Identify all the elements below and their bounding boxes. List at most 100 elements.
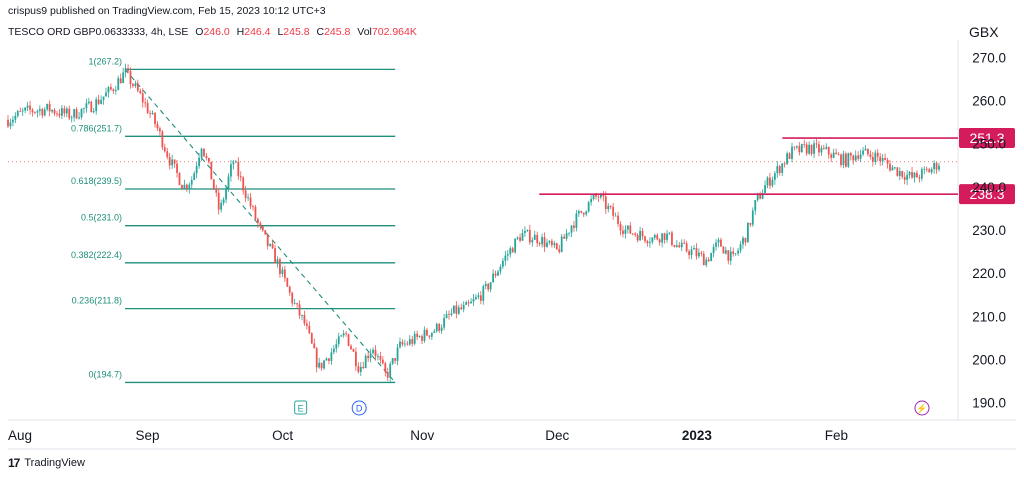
candle-body	[920, 169, 923, 179]
candle-body	[144, 102, 147, 104]
low-value: 245.8	[283, 26, 310, 38]
candle-body	[92, 111, 95, 113]
candle-body	[849, 153, 852, 156]
x-tick-label: Dec	[545, 428, 569, 443]
dividend-marker-icon[interactable]	[351, 400, 367, 416]
candle-body	[320, 362, 323, 369]
tradingview-logo-icon: 17	[8, 456, 20, 470]
horizontal-levels[interactable]: 251.3 238.3	[539, 128, 1015, 205]
candle-body	[443, 317, 445, 328]
price-axis[interactable]: 190.0 200.0 210.0 220.0 230.0 240.0 250.0 260.0…	[972, 50, 1006, 410]
candle-body	[808, 144, 811, 154]
candle-body	[102, 96, 105, 101]
candle-body	[778, 166, 781, 173]
candle-body	[212, 179, 215, 189]
news-marker-icon[interactable]	[914, 400, 930, 416]
level-price-tag[interactable]	[959, 184, 1015, 205]
candle-body	[908, 171, 911, 175]
candle-body	[271, 244, 274, 249]
candle-body	[465, 302, 468, 305]
candle-body	[220, 202, 223, 210]
candle-body	[568, 232, 570, 234]
candle-body	[749, 223, 752, 225]
candle-body	[110, 87, 112, 90]
candle-body	[53, 109, 56, 114]
x-tick-label: 2023	[682, 428, 713, 443]
candle-body	[528, 229, 531, 243]
candle-body	[367, 355, 370, 359]
candle-body	[406, 343, 409, 345]
candle-body	[227, 176, 230, 189]
candle-body	[279, 259, 281, 274]
candle-body	[788, 153, 791, 159]
candle-body	[649, 242, 651, 244]
candle-body	[575, 213, 578, 228]
level-price-tag[interactable]	[959, 128, 1015, 149]
candle-body	[141, 93, 144, 103]
symbol-description[interactable]: TESCO ORD GBP0.0633333, 4h, LSE	[8, 26, 189, 38]
candle-body	[541, 237, 543, 245]
candle-body	[210, 161, 213, 180]
candle-body	[646, 241, 649, 244]
fib-trend-line[interactable]	[124, 69, 396, 383]
candle-body	[163, 147, 166, 152]
candle-body	[41, 109, 44, 116]
candle-body	[438, 323, 441, 331]
x-tick-label: Feb	[825, 428, 848, 443]
earnings-marker-icon[interactable]	[294, 400, 308, 415]
level-price-label: 238.3	[969, 186, 1004, 202]
candle-body	[717, 239, 720, 243]
candle-body	[73, 109, 76, 118]
candle-body	[526, 229, 529, 231]
candle-body	[531, 239, 534, 243]
candle-body	[933, 162, 935, 170]
candle-body	[685, 243, 688, 252]
fibonacci-retracement[interactable]: 1(267.2) 0.786(251.7) 0.618(239.5) 0.5(231.…	[71, 56, 396, 384]
candlestick-series	[7, 63, 958, 382]
candle-body	[489, 282, 492, 290]
candle-body	[362, 366, 365, 369]
candle-body	[570, 225, 573, 233]
candle-body	[835, 152, 837, 155]
candle-body	[712, 246, 715, 254]
candle-body	[347, 334, 350, 346]
candle-body	[308, 325, 311, 334]
candle-body	[536, 234, 539, 244]
candle-body	[898, 171, 901, 176]
candle-body	[524, 230, 526, 233]
time-axis[interactable]: Aug Sep Oct Nov Dec 2023 Feb	[8, 428, 848, 443]
y-tick-label: 240.0	[972, 180, 1006, 195]
candle-body	[935, 162, 938, 170]
candle-body	[159, 128, 161, 132]
candle-body	[43, 109, 46, 116]
candle-body	[291, 292, 294, 304]
candle-body	[854, 155, 857, 161]
candle-body	[580, 210, 583, 213]
candle-body	[337, 336, 340, 345]
candle-body	[332, 348, 335, 353]
candle-body	[798, 146, 801, 153]
candle-body	[399, 341, 401, 348]
candle-body	[756, 194, 759, 201]
event-markers[interactable]: E D ⚡	[294, 400, 930, 416]
low-label: L	[277, 26, 284, 38]
open-label: O	[195, 26, 204, 38]
candle-body	[734, 253, 737, 255]
candle-body	[325, 358, 328, 361]
candle-body	[519, 237, 521, 241]
candle-body	[901, 171, 904, 177]
close-label: C	[316, 26, 325, 38]
volume-value: 702.964K	[371, 26, 417, 38]
candle-body	[428, 335, 431, 337]
candle-body	[377, 356, 379, 357]
candle-body	[675, 245, 678, 247]
candle-body	[16, 111, 19, 116]
candle-body	[404, 343, 406, 345]
tradingview-footer[interactable]: 17 TradingView	[8, 456, 85, 470]
candle-body	[90, 101, 93, 113]
candle-body	[751, 210, 754, 225]
candle-body	[533, 234, 536, 240]
candle-body	[217, 192, 220, 210]
